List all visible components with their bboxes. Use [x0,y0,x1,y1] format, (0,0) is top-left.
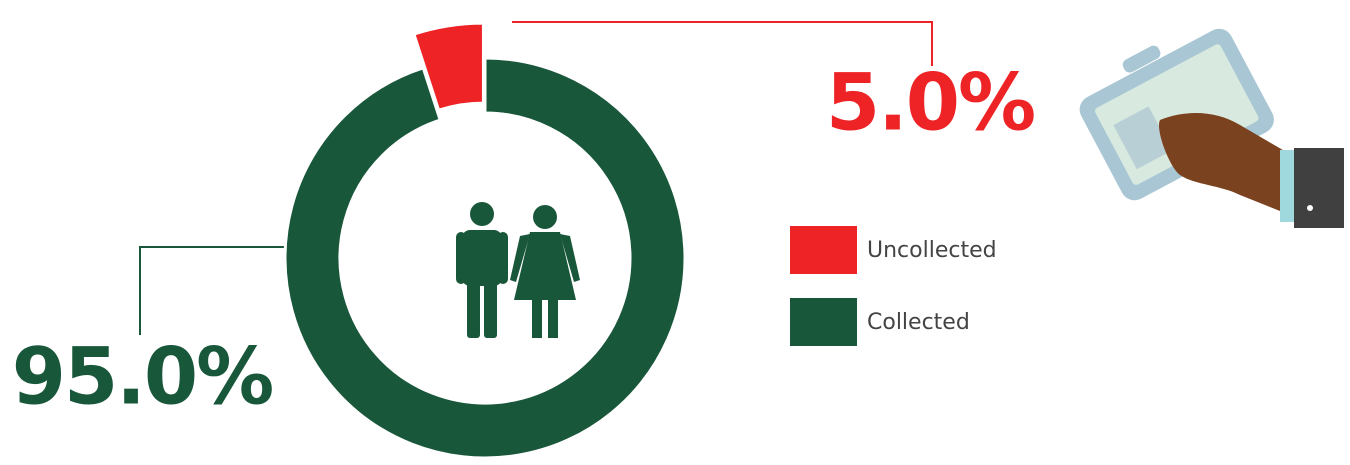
legend-swatch [790,226,857,274]
leader-line [139,246,306,335]
legend-swatch [790,298,857,346]
value-label: 5.0% [826,58,1034,148]
donut-slice [283,56,687,460]
donut-slice [412,21,485,113]
people-icon [456,202,580,338]
legend-label: Collected [867,310,970,335]
legend-label: Uncollected [867,238,997,263]
value-label: 95.0% [12,332,273,422]
id-card-icon [1079,28,1344,228]
leader-line [512,21,933,66]
